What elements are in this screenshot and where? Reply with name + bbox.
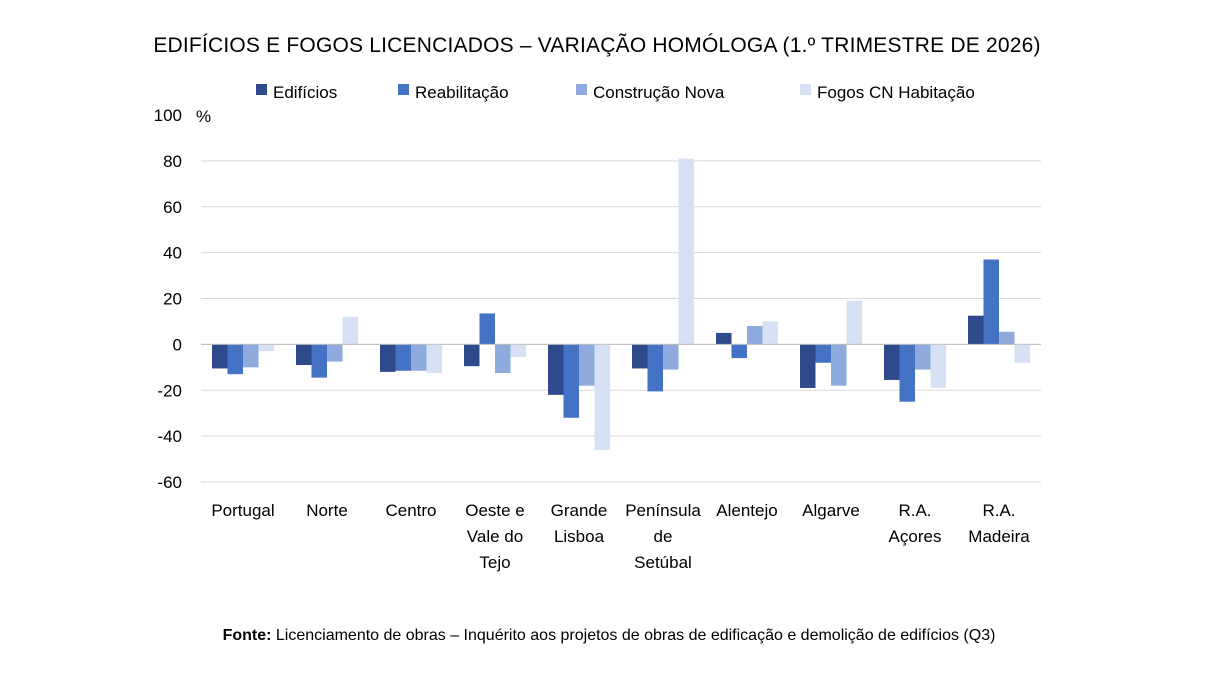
y-tick-label: 100 bbox=[154, 106, 182, 125]
bar bbox=[663, 344, 679, 370]
legend-swatch bbox=[256, 84, 267, 95]
y-tick-label: -60 bbox=[157, 473, 182, 492]
y-tick-label: -20 bbox=[157, 381, 182, 400]
bar bbox=[594, 344, 610, 450]
bar bbox=[930, 344, 946, 388]
bar bbox=[915, 344, 931, 370]
bar bbox=[464, 344, 480, 367]
y-axis-unit: % bbox=[196, 107, 211, 126]
bars bbox=[201, 158, 1041, 450]
source-label: Fonte: bbox=[222, 627, 272, 644]
y-tick-label: 40 bbox=[163, 244, 182, 263]
x-tick-label-line: Lisboa bbox=[554, 527, 605, 546]
y-axis: 100 80 60 40 20 0 -20 -40 -60 bbox=[154, 106, 182, 492]
legend-label: Fogos CN Habitação bbox=[817, 83, 975, 102]
x-tick-label-line: R.A. bbox=[982, 501, 1015, 520]
x-tick-label: Algarve bbox=[802, 501, 860, 520]
x-tick-label-line: Madeira bbox=[968, 527, 1030, 546]
bar bbox=[548, 344, 564, 395]
x-tick-label: Península de Setúbal bbox=[625, 501, 701, 572]
bar bbox=[846, 300, 862, 345]
y-tick-label: -40 bbox=[157, 427, 182, 446]
chart-title: EDIFÍCIOS E FOGOS LICENCIADOS – VARIAÇÃO… bbox=[153, 33, 1040, 57]
bar bbox=[342, 316, 358, 345]
y-tick-label: 60 bbox=[163, 198, 182, 217]
legend-label: Edifícios bbox=[273, 83, 337, 102]
bar bbox=[647, 344, 663, 392]
gridlines bbox=[201, 160, 1041, 483]
bar bbox=[395, 344, 411, 371]
bar bbox=[815, 344, 831, 363]
bar bbox=[296, 344, 312, 366]
legend-label: Reabilitação bbox=[415, 83, 509, 102]
x-tick-label: Grande Lisboa bbox=[551, 501, 608, 546]
x-tick-label-line: de bbox=[654, 527, 673, 546]
x-tick-label: Centro bbox=[385, 501, 436, 520]
bar bbox=[258, 344, 274, 352]
x-tick-label: Oeste e Vale do Tejo bbox=[465, 501, 525, 572]
bar bbox=[899, 344, 915, 402]
x-tick-label-line: R.A. bbox=[898, 501, 931, 520]
bar bbox=[831, 344, 847, 386]
x-tick-label: R.A. Açores bbox=[889, 501, 942, 546]
bar bbox=[1014, 344, 1030, 363]
bar bbox=[411, 344, 427, 371]
bar bbox=[983, 259, 999, 345]
x-tick-label: Norte bbox=[306, 501, 348, 520]
bar bbox=[311, 344, 327, 378]
x-tick-label-line: Portugal bbox=[211, 501, 274, 520]
x-tick-label-line: Norte bbox=[306, 501, 348, 520]
x-tick-label: R.A. Madeira bbox=[968, 501, 1030, 546]
x-tick-label-line: Península bbox=[625, 501, 701, 520]
legend-swatch bbox=[576, 84, 587, 95]
bar bbox=[579, 344, 595, 386]
bar bbox=[327, 344, 343, 362]
chart: EDIFÍCIOS E FOGOS LICENCIADOS – VARIAÇÃO… bbox=[153, 33, 1041, 572]
x-tick-label-line: Alentejo bbox=[716, 501, 777, 520]
x-tick-label-line: Grande bbox=[551, 501, 608, 520]
bar bbox=[563, 344, 579, 418]
legend: Edifícios Reabilitação Construção Nova Fogo… bbox=[256, 83, 975, 102]
x-tick-label-line: Algarve bbox=[802, 501, 860, 520]
x-tick-label: Portugal bbox=[211, 501, 274, 520]
bar bbox=[800, 344, 816, 388]
source-note: Fonte: Licenciamento de obras – Inquérit… bbox=[0, 627, 1218, 645]
bar bbox=[632, 344, 648, 369]
bar bbox=[212, 344, 228, 369]
bar bbox=[426, 344, 442, 374]
bar bbox=[227, 344, 243, 375]
x-tick-label-line: Açores bbox=[889, 527, 942, 546]
bar bbox=[495, 344, 511, 374]
x-tick-label-line: Tejo bbox=[479, 553, 510, 572]
x-tick-label-line: Vale do bbox=[467, 527, 523, 546]
bar bbox=[884, 344, 900, 380]
legend-swatch bbox=[800, 84, 811, 95]
y-tick-label: 0 bbox=[173, 335, 182, 354]
bar bbox=[479, 313, 495, 345]
x-axis: Portugal Norte Centro Oeste e Vale do Tejo Gra… bbox=[211, 501, 1030, 572]
x-tick-label-line: Setúbal bbox=[634, 553, 692, 572]
bar bbox=[731, 344, 747, 359]
bar bbox=[380, 344, 396, 372]
x-tick-label-line: Oeste e bbox=[465, 501, 525, 520]
y-tick-label: 20 bbox=[163, 290, 182, 309]
x-tick-label-line: Centro bbox=[385, 501, 436, 520]
legend-swatch bbox=[398, 84, 409, 95]
bar bbox=[999, 331, 1015, 345]
bar bbox=[678, 158, 694, 345]
bar bbox=[716, 332, 732, 345]
bar bbox=[968, 315, 984, 345]
y-tick-label: 80 bbox=[163, 152, 182, 171]
x-tick-label: Alentejo bbox=[716, 501, 777, 520]
bar bbox=[762, 321, 778, 345]
bar bbox=[243, 344, 259, 368]
bar bbox=[747, 326, 763, 345]
source-text: Licenciamento de obras – Inquérito aos p… bbox=[271, 627, 996, 644]
bar bbox=[510, 344, 526, 357]
legend-label: Construção Nova bbox=[593, 83, 725, 102]
